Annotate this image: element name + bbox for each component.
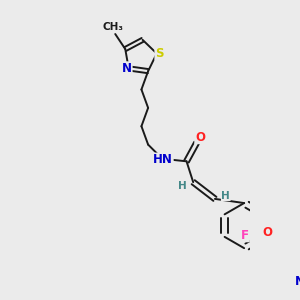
Text: N: N xyxy=(295,275,300,289)
Text: S: S xyxy=(155,47,164,60)
Text: O: O xyxy=(195,130,205,144)
Text: H: H xyxy=(178,181,187,190)
Text: H: H xyxy=(221,190,230,200)
Text: HN: HN xyxy=(153,153,173,166)
Text: O: O xyxy=(263,226,273,239)
Text: F: F xyxy=(241,229,249,242)
Text: CH₃: CH₃ xyxy=(102,22,123,32)
Text: N: N xyxy=(122,62,132,75)
